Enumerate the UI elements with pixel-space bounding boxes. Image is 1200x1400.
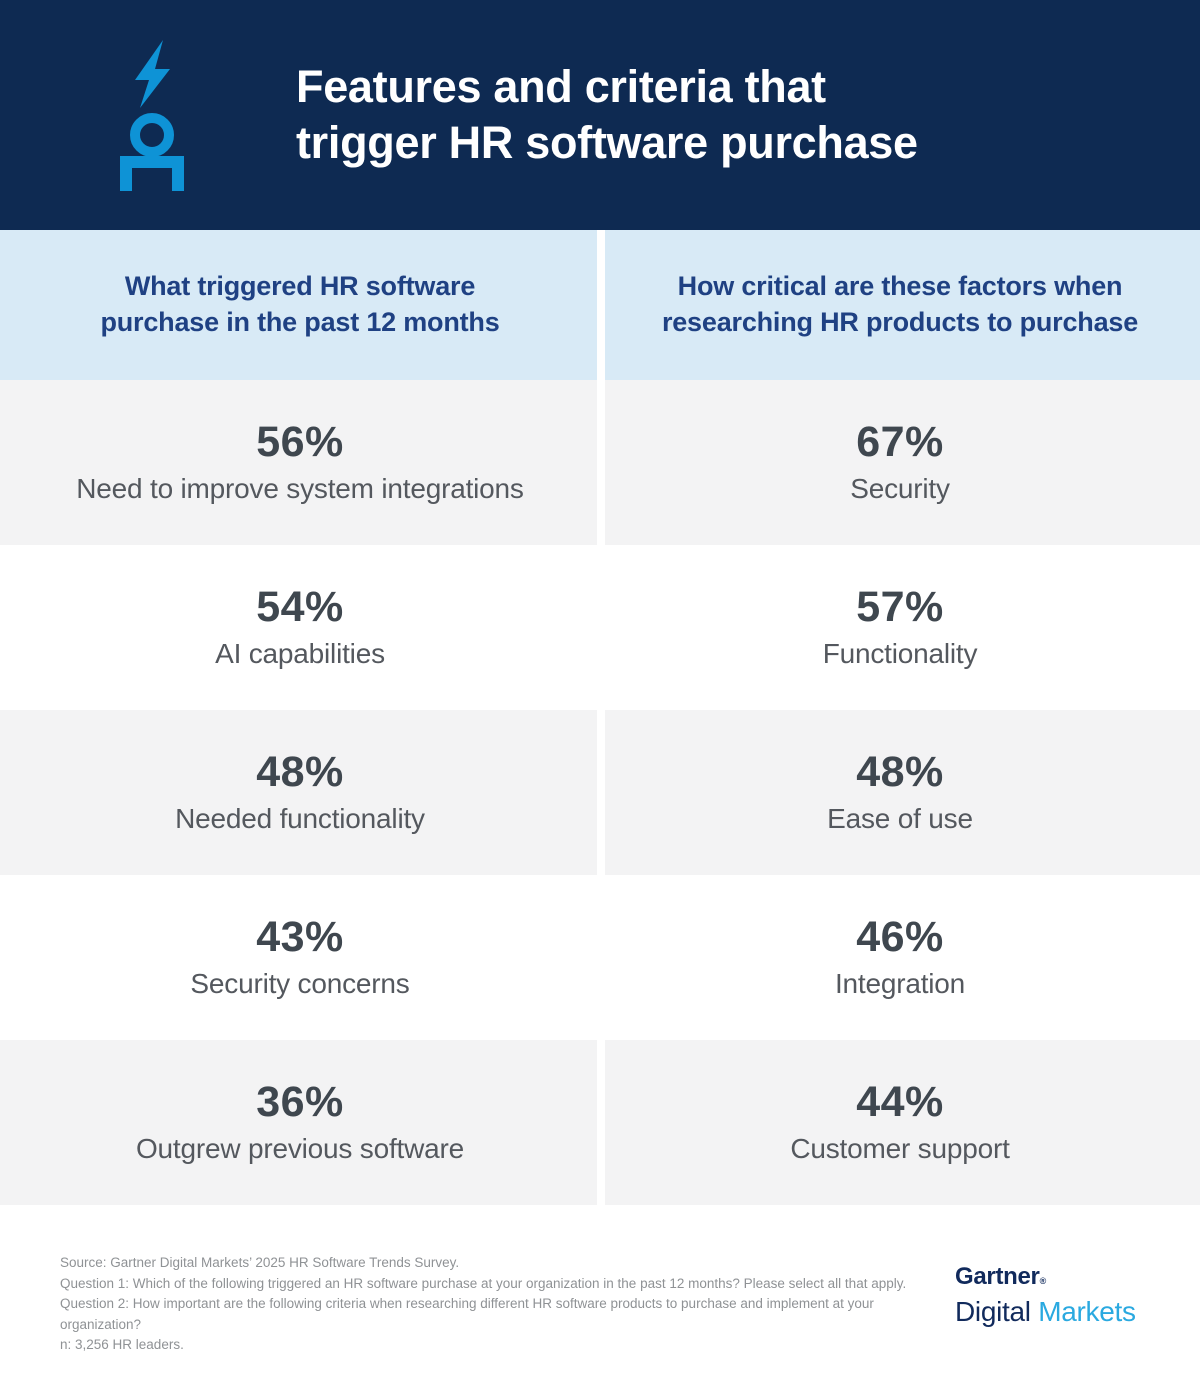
person-lightning-icon: [118, 38, 188, 193]
source-line: Source: Gartner Digital Markets’ 2025 HR…: [60, 1255, 460, 1270]
stat-value: 44%: [856, 1078, 944, 1127]
source-notes: Source: Gartner Digital Markets’ 2025 HR…: [60, 1253, 908, 1356]
stat-label: AI capabilities: [215, 638, 385, 670]
stat-label: Ease of use: [827, 803, 973, 835]
stat-label: Security: [850, 473, 950, 505]
header-banner: Features and criteria that trigger HR so…: [0, 0, 1200, 230]
stat-trigger-security-concerns: 43% Security concerns: [0, 875, 600, 1040]
page-title-line2: trigger HR software purchase: [296, 117, 918, 168]
stat-value: 46%: [856, 913, 944, 962]
stat-value: 56%: [256, 418, 344, 467]
logo-subbrand: Digital Markets: [955, 1298, 1136, 1326]
page-title-line1: Features and criteria that: [296, 61, 826, 113]
logo-markets-text: Markets: [1038, 1296, 1136, 1327]
stat-factor-customer-support: 44% Customer support: [600, 1040, 1200, 1205]
left-column-heading: What triggered HR software purchase in t…: [100, 269, 499, 341]
stat-factor-functionality: 57% Functionality: [600, 545, 1200, 710]
stat-trigger-outgrew: 36% Outgrew previous software: [0, 1040, 600, 1205]
stat-label: Functionality: [822, 638, 978, 670]
page-title: Features and criteria that trigger HR so…: [296, 59, 918, 171]
stat-factor-security: 67% Security: [600, 380, 1200, 545]
stat-label: Customer support: [790, 1133, 1010, 1165]
left-heading-line1: What triggered HR software: [124, 271, 476, 302]
logo-brand-text: Gartner: [955, 1263, 1040, 1290]
stat-value: 67%: [856, 418, 944, 467]
stat-value: 36%: [256, 1078, 344, 1127]
logo-brand: Gartner®: [955, 1265, 1136, 1289]
right-heading-line1: How critical are these factors when: [677, 271, 1123, 302]
left-column-header: What triggered HR software purchase in t…: [0, 230, 600, 380]
right-column-heading: How critical are these factors when rese…: [662, 269, 1138, 341]
stat-trigger-integrations: 56% Need to improve system integrations: [0, 380, 600, 545]
stat-trigger-functionality: 48% Needed functionality: [0, 710, 600, 875]
stat-value: 43%: [256, 913, 344, 962]
stat-factor-integration: 46% Integration: [600, 875, 1200, 1040]
question1-line: Question 1: Which of the following trigg…: [60, 1275, 907, 1291]
registered-mark: ®: [1039, 1276, 1047, 1286]
gartner-digital-markets-logo: Gartner® Digital Markets: [955, 1265, 1136, 1326]
stat-value: 54%: [256, 583, 344, 632]
sample-size-line: n: 3,256 HR leaders.: [60, 1337, 184, 1353]
left-heading-line2: purchase in the past 12 months: [100, 307, 500, 337]
stat-label: Outgrew previous software: [135, 1133, 465, 1165]
right-column-header: How critical are these factors when rese…: [600, 230, 1200, 380]
footer: Source: Gartner Digital Markets’ 2025 HR…: [0, 1205, 1200, 1400]
stat-label: Need to improve system integrations: [76, 473, 524, 505]
stat-value: 48%: [256, 748, 344, 797]
stat-trigger-ai: 54% AI capabilities: [0, 545, 600, 710]
logo-digital-text: Digital: [955, 1296, 1031, 1327]
stat-label: Integration: [834, 968, 966, 1000]
stat-factor-ease-of-use: 48% Ease of use: [600, 710, 1200, 875]
stat-label: Needed functionality: [175, 803, 425, 835]
question2-line: Question 2: How important are the follow…: [60, 1296, 874, 1332]
stat-value: 48%: [856, 748, 944, 797]
stat-label: Security concerns: [190, 968, 410, 1000]
stat-value: 57%: [856, 583, 944, 632]
right-heading-line2: researching HR products to purchase: [661, 307, 1139, 337]
column-divider: [597, 230, 605, 1205]
